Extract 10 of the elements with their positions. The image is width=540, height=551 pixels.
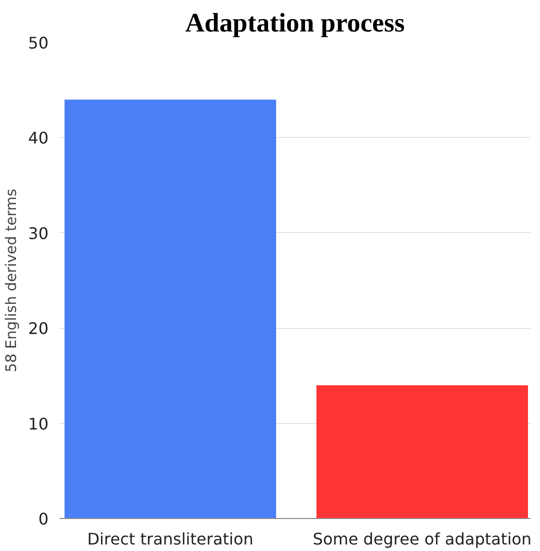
chart-title: Adaptation process <box>185 8 405 38</box>
y-tick-label: 40 <box>28 128 48 148</box>
y-tick-label: 20 <box>28 319 48 338</box>
x-tick-label: Direct transliteration <box>87 530 254 548</box>
y-tick-label: 50 <box>28 34 48 52</box>
x-tick-label: Some degree of adaptation <box>312 530 532 548</box>
y-tick-label: 0 <box>38 510 49 528</box>
y-axis-title: 58 English derived terms <box>3 188 20 372</box>
y-tick-label: 30 <box>28 224 48 243</box>
y-tick-label: 10 <box>28 414 48 434</box>
